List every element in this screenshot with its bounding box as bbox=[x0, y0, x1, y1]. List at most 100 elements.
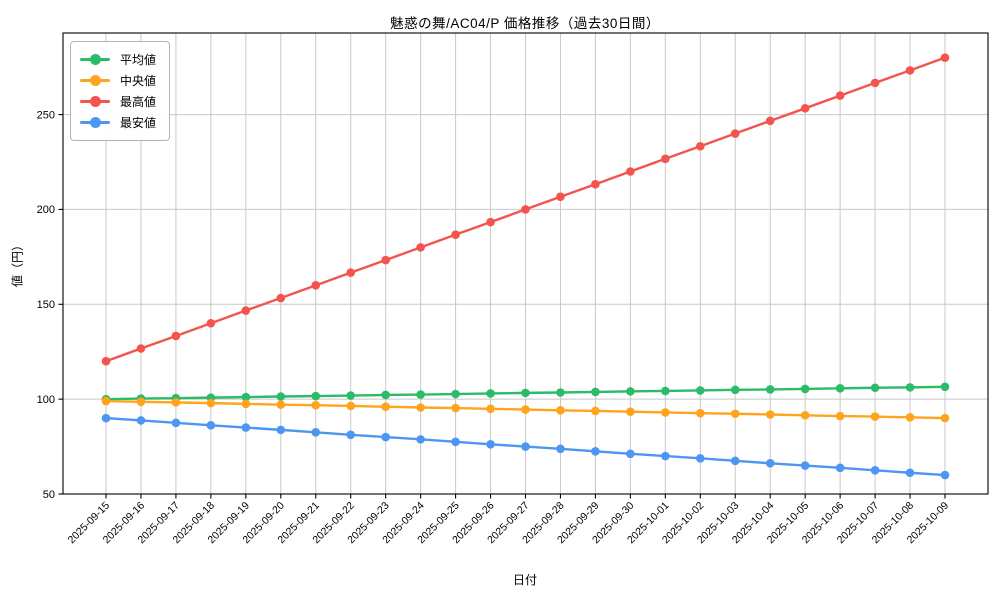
data-point bbox=[556, 444, 565, 454]
data-point bbox=[556, 388, 565, 397]
data-point bbox=[101, 396, 111, 406]
y-tick-label: 200 bbox=[37, 204, 55, 216]
data-point bbox=[800, 104, 810, 113]
data-point bbox=[241, 392, 251, 402]
data-point bbox=[276, 293, 286, 303]
legend-label-min: 最安値 bbox=[120, 116, 157, 130]
data-point bbox=[661, 154, 670, 164]
data-point bbox=[346, 268, 356, 277]
data-point bbox=[765, 458, 775, 468]
y-tick-label: 50 bbox=[43, 489, 55, 501]
data-point bbox=[626, 407, 635, 416]
data-point bbox=[556, 192, 565, 202]
data-point bbox=[486, 404, 495, 414]
data-point bbox=[835, 463, 845, 473]
legend-item-max: 最高値 bbox=[80, 91, 156, 112]
chart-title: 魅惑の舞/AC04/P 価格推移（過去30日間） bbox=[390, 16, 660, 31]
data-point bbox=[695, 141, 705, 151]
data-point bbox=[730, 385, 740, 395]
data-point bbox=[311, 391, 321, 401]
data-point bbox=[626, 387, 635, 396]
series-median bbox=[101, 396, 950, 423]
data-point bbox=[101, 413, 111, 423]
data-point bbox=[765, 410, 775, 419]
data-point bbox=[800, 384, 810, 394]
data-point bbox=[311, 428, 321, 437]
data-point bbox=[416, 390, 425, 399]
legend-item-median: 中央値 bbox=[80, 70, 156, 91]
data-point bbox=[556, 406, 565, 415]
data-point bbox=[206, 421, 216, 430]
data-point bbox=[451, 230, 460, 239]
data-point bbox=[206, 398, 216, 408]
data-point bbox=[521, 388, 530, 398]
data-point bbox=[730, 129, 740, 138]
data-point bbox=[661, 408, 670, 417]
legend-label-max: 最高値 bbox=[120, 95, 157, 109]
data-point bbox=[765, 116, 775, 126]
data-point bbox=[800, 461, 810, 470]
series-min bbox=[101, 413, 950, 480]
y-tick-labels: 50 100 150 200 250 bbox=[37, 109, 63, 501]
average-series-marker-icon bbox=[80, 54, 110, 65]
data-point bbox=[171, 398, 181, 407]
data-point bbox=[905, 66, 915, 75]
y-axis-label: 値（円） bbox=[10, 238, 25, 288]
data-point bbox=[870, 465, 880, 475]
data-point bbox=[276, 425, 286, 435]
data-point bbox=[800, 410, 810, 420]
data-point bbox=[381, 402, 390, 412]
data-point bbox=[381, 390, 390, 400]
data-point bbox=[311, 400, 321, 410]
data-point bbox=[940, 470, 950, 480]
data-point bbox=[591, 387, 600, 397]
data-point bbox=[311, 281, 321, 290]
data-point bbox=[136, 416, 146, 425]
data-point bbox=[591, 447, 600, 456]
max-series-marker-icon bbox=[80, 96, 110, 107]
data-point bbox=[695, 408, 705, 418]
data-point bbox=[171, 418, 181, 428]
data-point bbox=[416, 403, 425, 412]
data-point bbox=[241, 399, 251, 409]
data-point bbox=[521, 442, 530, 451]
data-point bbox=[835, 384, 845, 393]
legend-label-average: 平均値 bbox=[120, 53, 157, 67]
data-point bbox=[346, 430, 356, 440]
data-point bbox=[276, 392, 286, 401]
data-point bbox=[730, 456, 740, 466]
data-point bbox=[695, 386, 705, 395]
data-point bbox=[870, 412, 880, 421]
y-tick-label: 250 bbox=[37, 109, 55, 121]
data-point bbox=[486, 217, 495, 227]
data-point bbox=[940, 413, 950, 423]
legend: 平均値 中央値 最高値 最安値 bbox=[70, 41, 171, 141]
data-point bbox=[521, 205, 530, 214]
y-tick-label: 150 bbox=[37, 299, 55, 311]
data-point bbox=[486, 389, 495, 398]
min-series-marker-icon bbox=[80, 117, 110, 128]
data-point bbox=[451, 389, 460, 399]
data-point bbox=[870, 383, 880, 393]
data-point bbox=[905, 383, 915, 392]
data-point bbox=[870, 78, 880, 88]
data-point bbox=[451, 403, 460, 413]
data-point bbox=[416, 435, 425, 444]
data-point bbox=[381, 432, 390, 442]
data-point bbox=[241, 306, 251, 315]
legend-label-median: 中央値 bbox=[120, 74, 157, 88]
data-point bbox=[626, 167, 635, 176]
data-point bbox=[661, 451, 670, 461]
legend-item-min: 最安値 bbox=[80, 112, 156, 133]
y-tick-label: 100 bbox=[37, 394, 55, 406]
data-point bbox=[136, 344, 146, 353]
data-point bbox=[346, 401, 356, 411]
data-point bbox=[451, 437, 460, 447]
data-point bbox=[626, 449, 635, 459]
data-point bbox=[905, 468, 915, 478]
data-point bbox=[486, 439, 495, 449]
median-series-marker-icon bbox=[80, 75, 110, 86]
data-point bbox=[171, 331, 181, 341]
data-point bbox=[765, 385, 775, 394]
